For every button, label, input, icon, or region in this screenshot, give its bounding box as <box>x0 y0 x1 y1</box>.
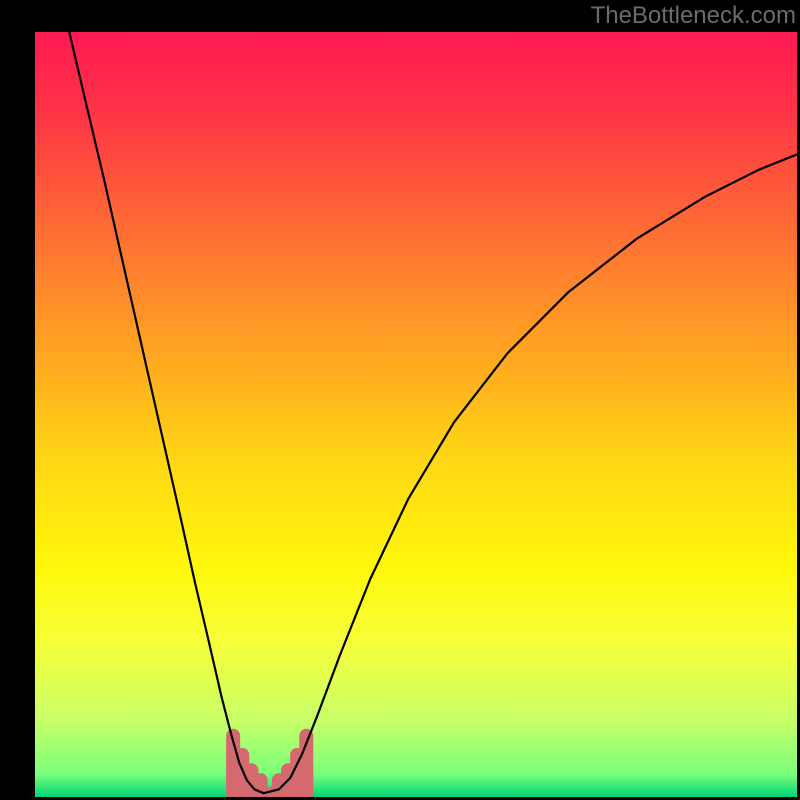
plot-area <box>35 32 797 797</box>
watermark-text: TheBottleneck.com <box>591 2 796 30</box>
chart-svg <box>35 32 797 797</box>
gradient-background <box>35 32 797 797</box>
chart-frame: TheBottleneck.com <box>0 0 800 800</box>
